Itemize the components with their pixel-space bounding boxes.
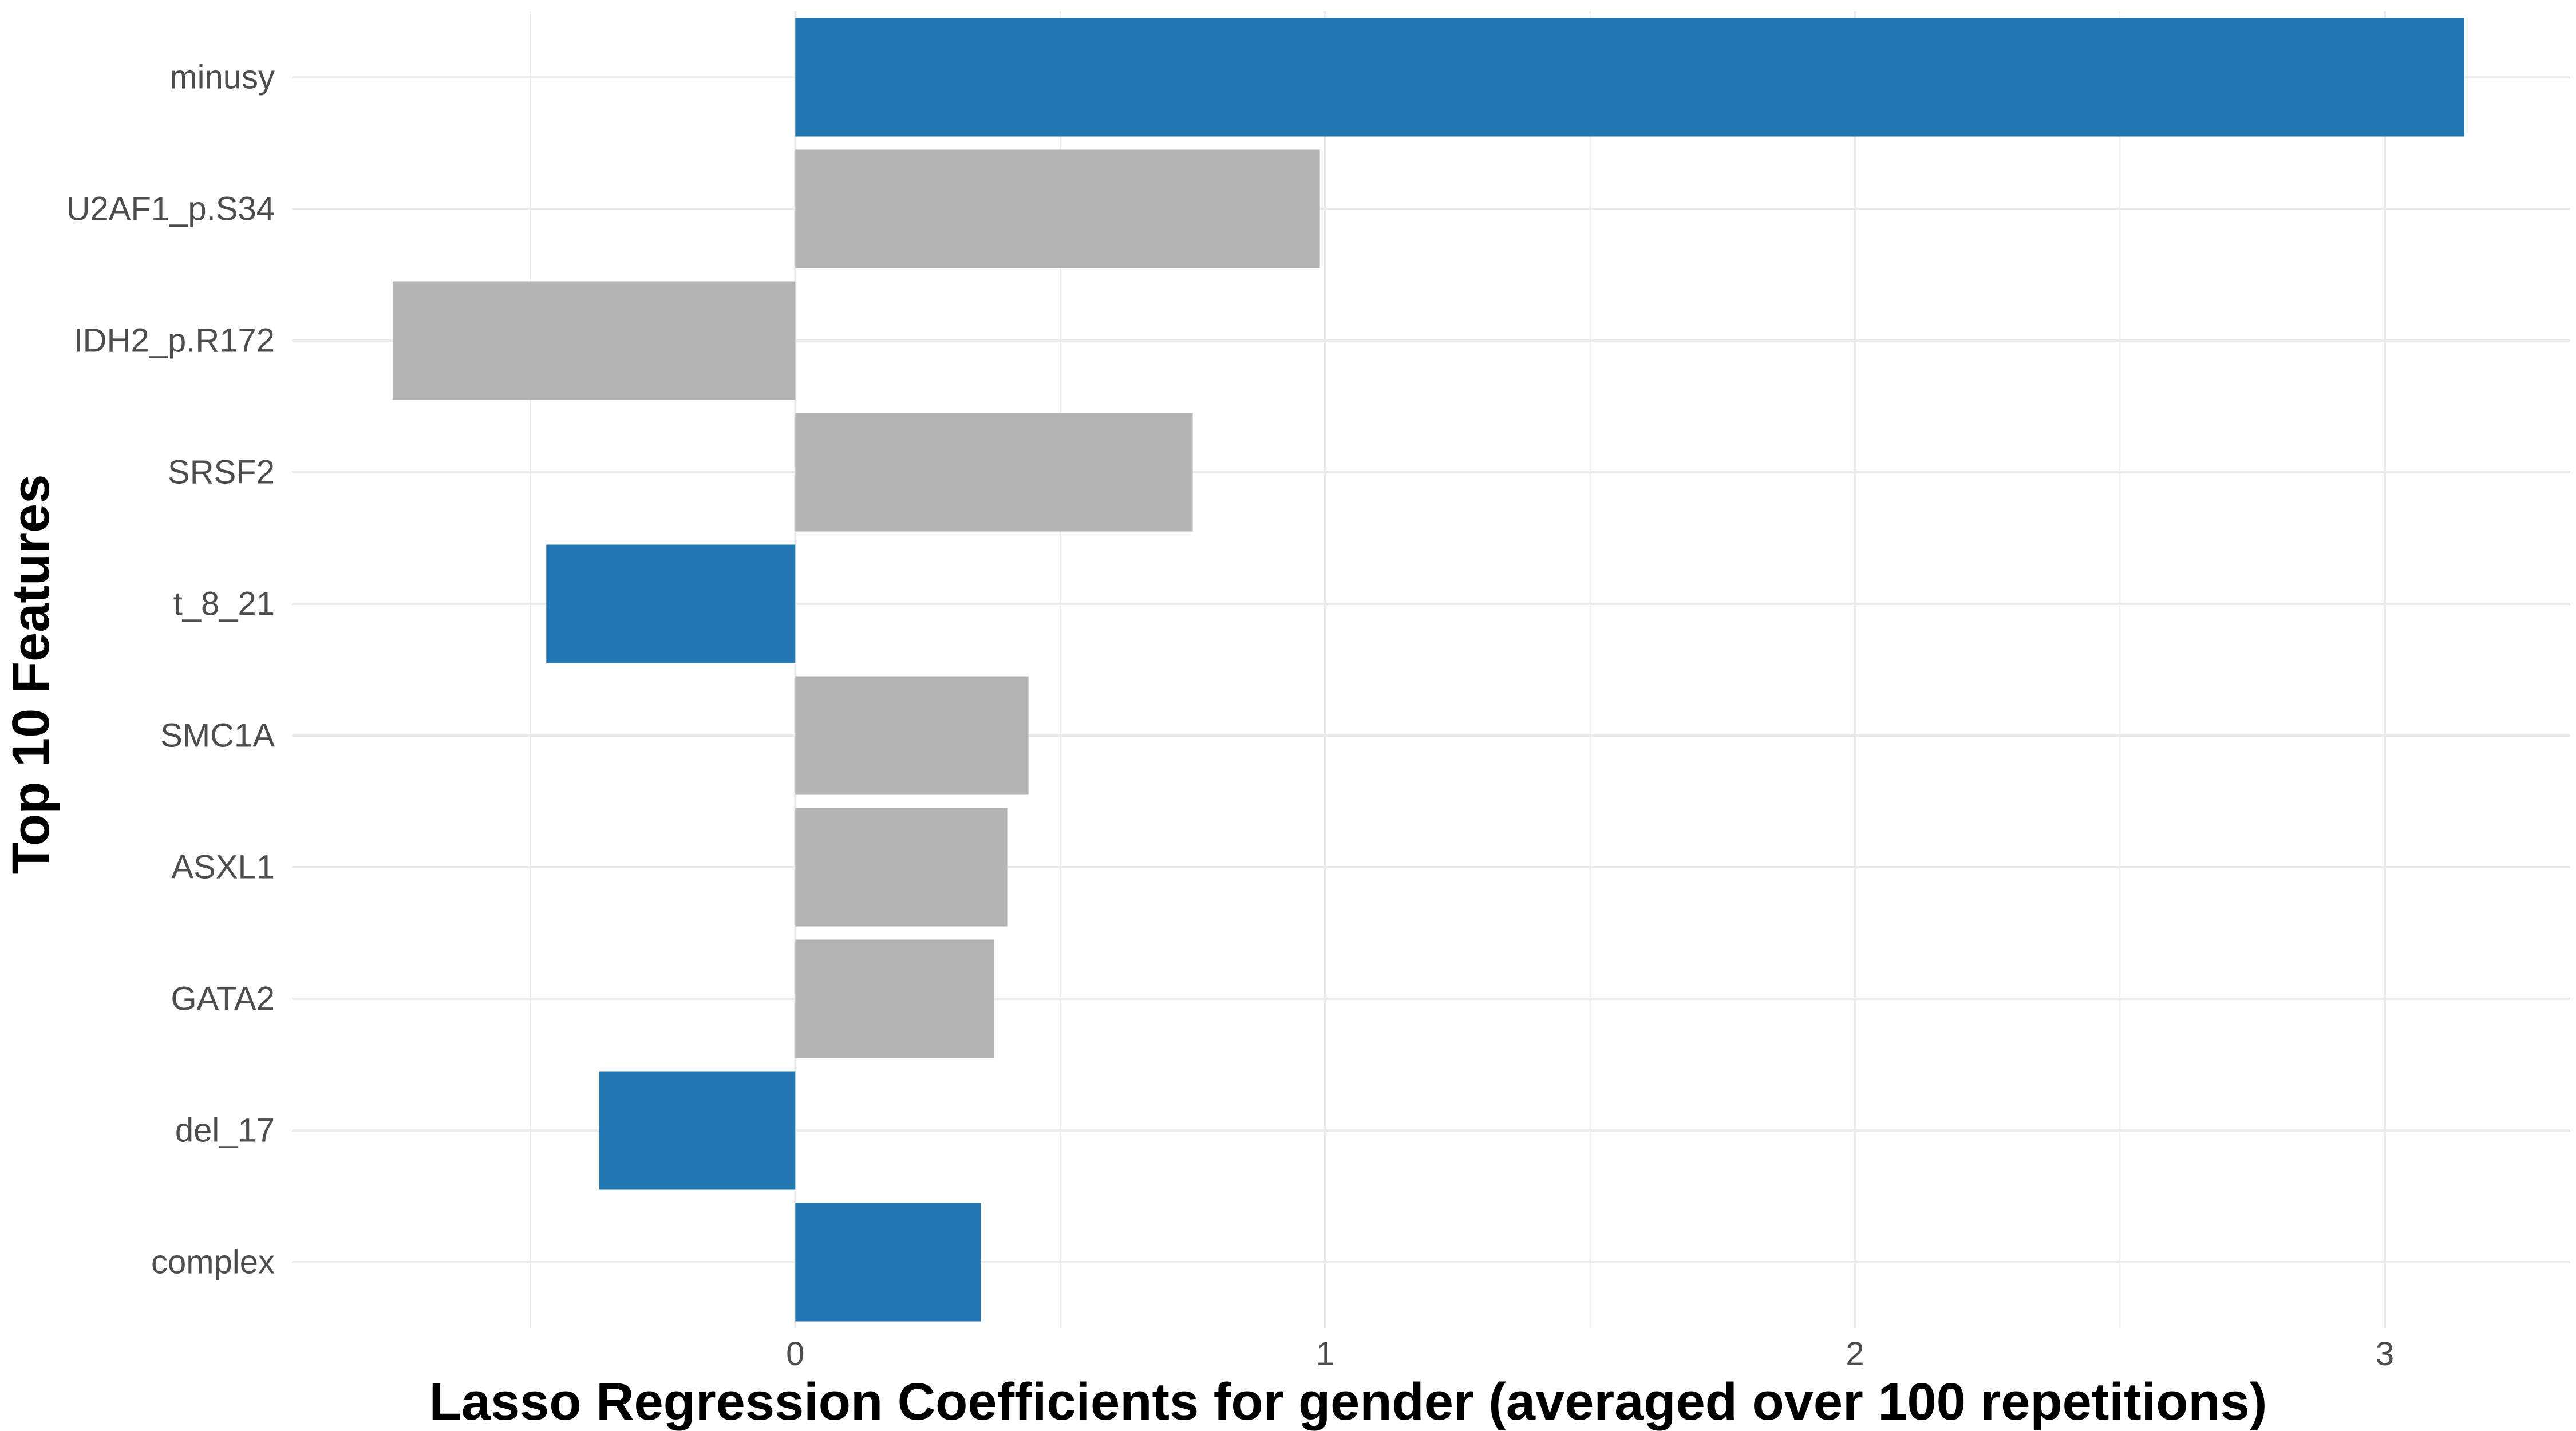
y-tick-label: SRSF2 [168,454,275,491]
y-axis-title: Top 10 Features [2,475,60,875]
bar-GATA2 [795,939,994,1058]
x-axis-title: Lasso Regression Coefficients for gender… [429,1373,2267,1431]
bar-U2AF1_p.S34 [795,149,1320,268]
y-tick-labels: minusy U2AF1_p.S34 IDH2_p.R172 SRSF2 t_8_21 S… [66,59,275,1281]
y-tick-label: minusy [169,59,275,96]
y-tick-label: U2AF1_p.S34 [66,191,275,228]
y-tick-label: GATA2 [171,981,275,1018]
y-tick-label: SMC1A [160,717,275,754]
y-tick-label: IDH2_p.R172 [74,322,275,359]
y-tick-label: del_17 [175,1112,275,1149]
bar-t_8_21 [546,544,796,663]
x-tick-label: 1 [1316,1335,1334,1373]
bar-SRSF2 [795,413,1193,532]
bar-del_17 [599,1071,796,1190]
x-tick-labels: 0 1 2 3 [786,1335,2394,1373]
x-tick-label: 0 [786,1335,804,1373]
bar-ASXL1 [795,808,1008,927]
y-tick-label: complex [151,1244,275,1281]
bar-IDH2_p.R172 [392,281,796,400]
x-tick-label: 3 [2376,1335,2394,1373]
bar-minusy [795,18,2464,137]
y-tick-label: ASXL1 [171,849,275,886]
bar-SMC1A [795,676,1029,795]
y-tick-label: t_8_21 [173,586,275,623]
bars [392,18,2464,1322]
bar-complex [795,1203,981,1322]
x-tick-label: 2 [1846,1335,1864,1373]
